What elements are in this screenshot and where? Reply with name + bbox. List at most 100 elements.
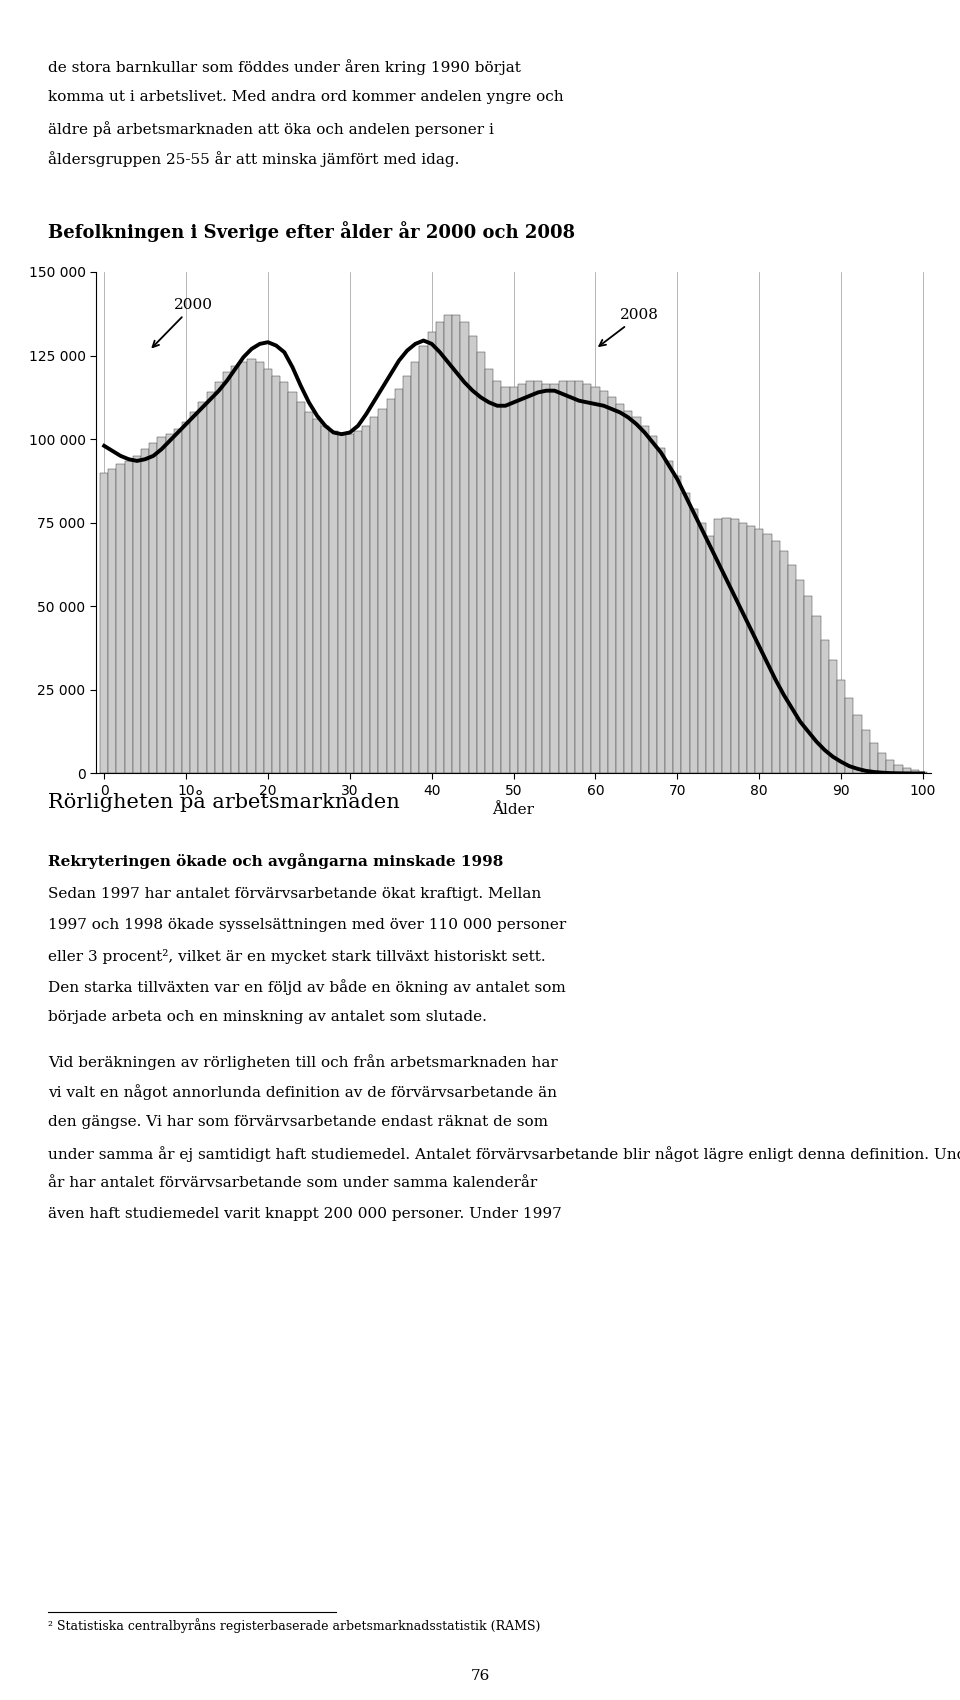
Text: Sedan 1997 har antalet förvärvsarbetande ökat kraftigt. Mellan: Sedan 1997 har antalet förvärvsarbetande… xyxy=(48,887,541,901)
Bar xyxy=(223,372,231,774)
Bar xyxy=(657,447,665,774)
Bar xyxy=(427,332,436,774)
Bar xyxy=(517,384,526,774)
Text: 76: 76 xyxy=(470,1669,490,1683)
Bar xyxy=(665,461,673,774)
Bar xyxy=(436,323,444,774)
Bar xyxy=(501,388,510,774)
Bar xyxy=(575,381,584,774)
Bar xyxy=(304,413,313,774)
Bar xyxy=(739,522,747,774)
Bar xyxy=(600,391,608,774)
Bar xyxy=(485,369,493,774)
Bar xyxy=(313,420,322,774)
Bar xyxy=(165,434,174,774)
Bar xyxy=(329,430,338,774)
Bar xyxy=(837,680,845,774)
Text: de stora barnkullar som föddes under åren kring 1990 börjat: de stora barnkullar som föddes under åre… xyxy=(48,60,521,75)
Bar xyxy=(861,729,870,774)
Bar xyxy=(387,400,395,774)
Bar xyxy=(878,753,886,774)
Bar xyxy=(534,381,542,774)
Bar xyxy=(673,476,682,774)
Bar xyxy=(845,699,853,774)
Bar xyxy=(566,381,575,774)
Bar xyxy=(100,473,108,774)
Bar xyxy=(633,418,640,774)
Bar xyxy=(796,580,804,774)
Bar xyxy=(510,388,517,774)
Bar xyxy=(526,381,534,774)
Bar xyxy=(689,510,698,774)
Bar xyxy=(444,316,452,774)
Bar xyxy=(272,376,280,774)
Bar xyxy=(182,422,190,774)
Bar xyxy=(584,384,591,774)
Bar xyxy=(649,435,657,774)
Text: ² Statistiska centralbyråns registerbaserade arbetsmarknadsstatistik (RAMS): ² Statistiska centralbyråns registerbase… xyxy=(48,1618,540,1634)
Bar xyxy=(493,381,501,774)
Bar xyxy=(231,366,239,774)
Bar xyxy=(468,335,477,774)
Text: under samma år ej samtidigt haft studiemedel. Antalet förvärvsarbetande blir någ: under samma år ej samtidigt haft studiem… xyxy=(48,1146,960,1161)
Text: Vid beräkningen av rörligheten till och från arbetsmarknaden har: Vid beräkningen av rörligheten till och … xyxy=(48,1054,558,1069)
Bar xyxy=(821,639,828,774)
Bar xyxy=(215,382,223,774)
Bar xyxy=(747,525,756,774)
Bar xyxy=(788,564,796,774)
Bar xyxy=(828,660,837,774)
Bar xyxy=(346,434,354,774)
Bar xyxy=(108,469,116,774)
Bar xyxy=(731,520,739,774)
Bar xyxy=(698,522,706,774)
Text: 2008: 2008 xyxy=(599,308,659,347)
Bar xyxy=(199,403,206,774)
Bar xyxy=(640,425,649,774)
Bar xyxy=(911,770,919,774)
Bar xyxy=(714,520,723,774)
Text: åldersgruppen 25-55 år att minska jämfört med idag.: åldersgruppen 25-55 år att minska jämför… xyxy=(48,151,460,167)
Bar xyxy=(322,425,329,774)
Bar xyxy=(264,369,272,774)
Bar xyxy=(542,384,550,774)
Bar xyxy=(812,617,821,774)
Text: år har antalet förvärvsarbetande som under samma kalenderår: år har antalet förvärvsarbetande som und… xyxy=(48,1176,538,1190)
Text: även haft studiemedel varit knappt 200 000 personer. Under 1997: även haft studiemedel varit knappt 200 0… xyxy=(48,1207,562,1221)
Bar xyxy=(157,437,165,774)
Text: Rekryteringen ökade och avgångarna minskade 1998: Rekryteringen ökade och avgångarna minsk… xyxy=(48,853,503,869)
Bar xyxy=(125,461,132,774)
Bar xyxy=(870,743,878,774)
Text: äldre på arbetsmarknaden att öka och andelen personer i: äldre på arbetsmarknaden att öka och and… xyxy=(48,121,493,136)
Bar xyxy=(624,411,633,774)
Bar xyxy=(616,405,624,774)
Bar xyxy=(297,403,305,774)
X-axis label: Ålder: Ålder xyxy=(492,804,535,818)
Bar xyxy=(248,359,255,774)
Bar xyxy=(362,425,371,774)
Bar xyxy=(371,418,378,774)
Text: Befolkningen i Sverige efter ålder år 2000 och 2008: Befolkningen i Sverige efter ålder år 20… xyxy=(48,221,575,241)
Bar xyxy=(378,410,387,774)
Bar xyxy=(411,362,420,774)
Bar xyxy=(722,518,731,774)
Bar xyxy=(804,597,812,774)
Bar xyxy=(608,398,616,774)
Bar xyxy=(338,434,346,774)
Bar xyxy=(132,456,141,774)
Bar xyxy=(682,493,689,774)
Text: 1997 och 1998 ökade sysselsättningen med över 110 000 personer: 1997 och 1998 ökade sysselsättningen med… xyxy=(48,918,566,932)
Bar xyxy=(395,389,403,774)
Bar xyxy=(239,362,248,774)
Bar xyxy=(206,393,215,774)
Text: vi valt en något annorlunda definition av de förvärvsarbetande än: vi valt en något annorlunda definition a… xyxy=(48,1085,557,1100)
Bar xyxy=(902,768,911,774)
Text: Rörligheten på arbetsmarknaden: Rörligheten på arbetsmarknaden xyxy=(48,790,399,813)
Bar xyxy=(780,551,788,774)
Bar xyxy=(763,534,772,774)
Bar xyxy=(280,382,288,774)
Bar xyxy=(477,352,485,774)
Text: eller 3 procent², vilket är en mycket stark tillväxt historiskt sett.: eller 3 procent², vilket är en mycket st… xyxy=(48,949,545,964)
Bar xyxy=(461,323,468,774)
Bar xyxy=(149,442,157,774)
Text: den gängse. Vi har som förvärvsarbetande endast räknat de som: den gängse. Vi har som förvärvsarbetande… xyxy=(48,1115,548,1129)
